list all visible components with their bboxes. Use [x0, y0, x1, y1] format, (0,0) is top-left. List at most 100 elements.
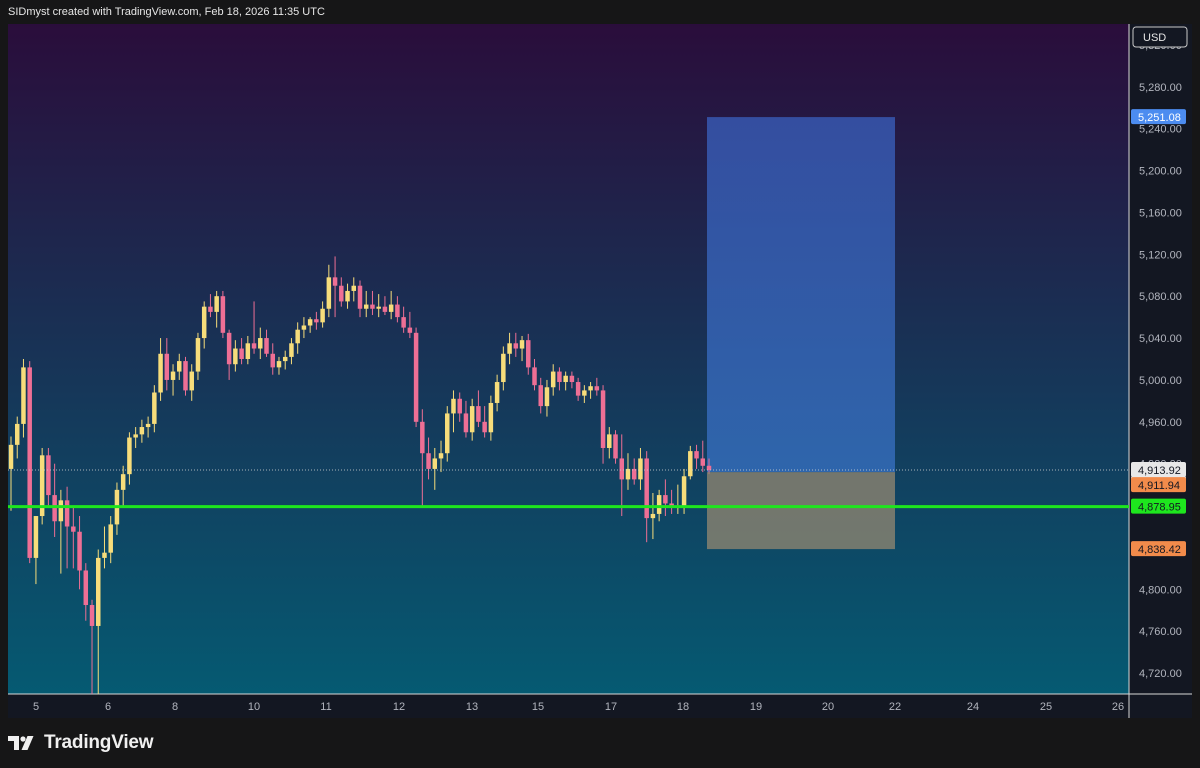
x-tick-label: 22 — [889, 701, 901, 713]
candle-body — [382, 306, 388, 312]
candle — [395, 296, 400, 323]
candle — [264, 329, 269, 357]
x-tick-label: 12 — [393, 701, 405, 713]
candle — [613, 430, 618, 464]
tradingview-brand[interactable]: TradingView — [8, 731, 154, 755]
candle-body — [226, 332, 232, 365]
candle-body — [482, 421, 487, 433]
candle — [164, 338, 170, 391]
candle — [513, 332, 519, 357]
candle — [607, 427, 612, 459]
candle — [102, 526, 107, 569]
candle — [457, 392, 462, 422]
candle-body — [127, 437, 132, 475]
x-tick-label: 5 — [33, 701, 39, 713]
stop-zone[interactable] — [707, 472, 895, 550]
candle-body — [276, 361, 282, 368]
candle — [463, 400, 469, 438]
x-tick-label: 25 — [1040, 701, 1052, 713]
candle-body — [58, 500, 64, 522]
candle — [438, 440, 444, 473]
candle — [289, 338, 294, 365]
candle — [700, 440, 706, 473]
candle — [382, 296, 388, 316]
price-axis-panel — [1129, 24, 1192, 694]
y-tick-label: 5,160.00 — [1139, 207, 1182, 219]
candle — [332, 256, 338, 318]
candle-body — [476, 406, 481, 422]
candle — [251, 301, 257, 354]
y-tick-label: 4,720.00 — [1139, 668, 1182, 680]
candle — [276, 356, 282, 375]
candle — [177, 353, 182, 380]
candle — [688, 445, 693, 480]
candle-body — [289, 343, 294, 357]
candle-body — [189, 371, 194, 391]
candle — [407, 311, 413, 339]
candle — [557, 367, 562, 391]
candle-body — [401, 317, 406, 328]
candle-body — [201, 306, 207, 339]
candle-body — [164, 353, 170, 380]
chart-caption: SIDmyst created with TradingView.com, Fe… — [8, 6, 325, 18]
candle — [345, 283, 350, 309]
target-price-label: 5,251.08 — [1131, 109, 1186, 125]
x-tick-label: 18 — [677, 701, 689, 713]
candle — [96, 549, 101, 694]
candle-body — [195, 338, 201, 372]
candle — [550, 364, 556, 396]
candle-body — [363, 304, 369, 309]
candle-body — [613, 434, 618, 459]
candle-body — [706, 465, 712, 470]
candle-body — [71, 526, 76, 532]
candle-body — [214, 296, 219, 312]
y-tick-label: 5,080.00 — [1139, 291, 1182, 303]
candle — [694, 444, 699, 469]
candle — [270, 343, 275, 375]
candle — [663, 479, 668, 517]
target-zone[interactable] — [707, 117, 895, 473]
candle — [507, 332, 512, 365]
candle — [563, 371, 568, 391]
support-price-label: 4,878.95 — [1131, 498, 1186, 514]
candle-body — [656, 495, 662, 514]
candle — [258, 327, 263, 359]
candle — [669, 489, 674, 514]
currency-box[interactable]: USD — [1132, 26, 1188, 48]
candle-body — [264, 338, 269, 354]
current-price-label-text: 4,913.92 — [1138, 465, 1181, 477]
candle — [388, 290, 394, 320]
current-price-label-bg — [1131, 462, 1186, 478]
y-tick-label: 5,040.00 — [1139, 333, 1182, 345]
candle — [320, 301, 325, 328]
candle — [214, 290, 219, 328]
entry-price-label-bg — [1131, 477, 1186, 493]
candle — [488, 395, 494, 441]
candle — [469, 398, 475, 441]
candle-body — [488, 402, 494, 433]
candle-body — [314, 319, 319, 323]
candle-body — [451, 398, 456, 414]
candle — [532, 359, 537, 391]
candle — [301, 317, 307, 339]
candle — [326, 264, 332, 318]
candle-body — [370, 304, 375, 309]
candle — [64, 486, 70, 569]
candle — [39, 447, 45, 525]
y-tick-label: 4,960.00 — [1139, 417, 1182, 429]
candle — [413, 327, 419, 428]
candle-body — [64, 500, 70, 527]
candle-body — [650, 513, 656, 519]
candle-body — [357, 285, 363, 309]
candle — [426, 437, 431, 480]
candle — [183, 356, 188, 396]
candle-body — [133, 434, 138, 438]
candle — [239, 338, 244, 365]
candle — [71, 505, 76, 569]
candle — [544, 379, 550, 417]
candle-body — [582, 390, 587, 396]
candle-body — [420, 421, 425, 454]
candle-body — [557, 371, 562, 383]
x-tick-label: 17 — [605, 701, 617, 713]
